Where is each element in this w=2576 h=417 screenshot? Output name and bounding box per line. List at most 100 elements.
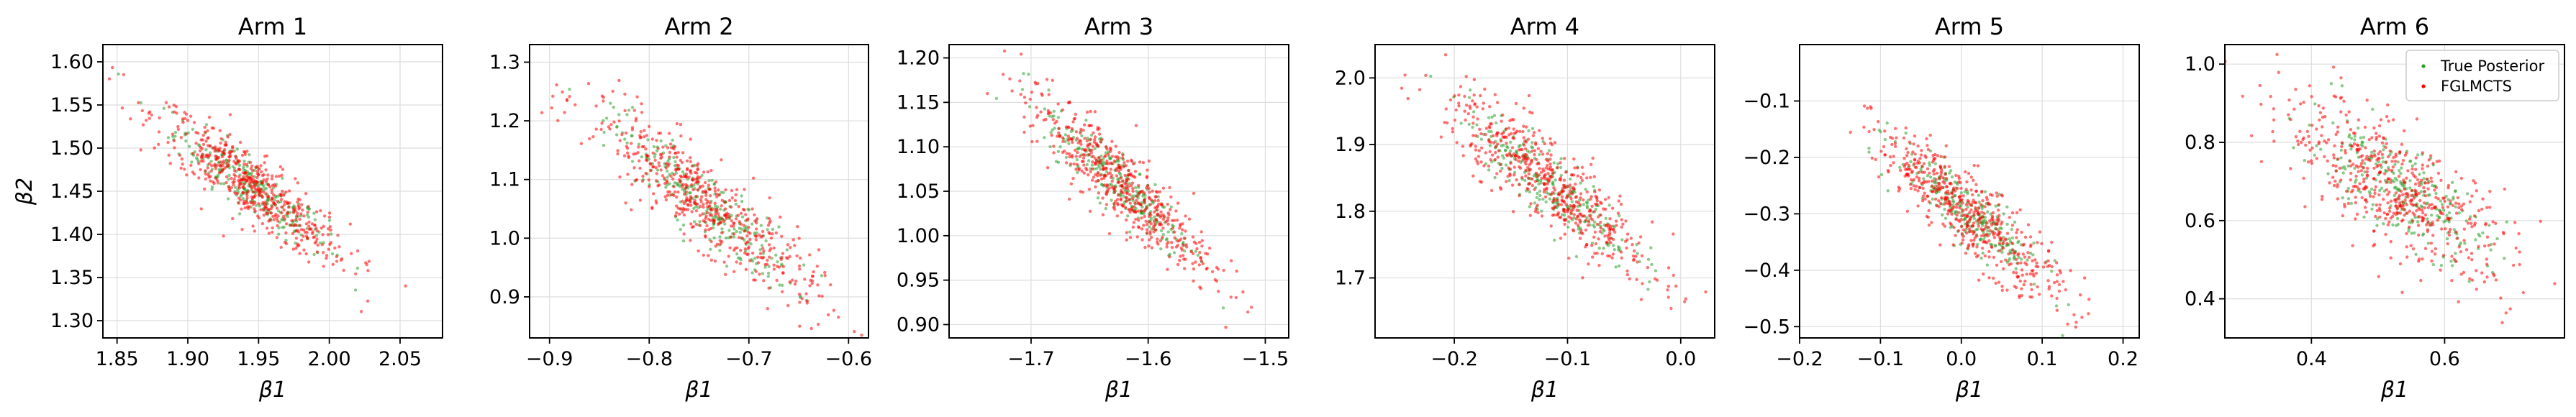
true-posterior-point [2392, 180, 2396, 183]
fglmcts-point [1056, 134, 1059, 138]
fglmcts-point [1555, 214, 1559, 217]
fglmcts-point [355, 249, 360, 253]
fglmcts-point [2499, 296, 2503, 300]
fglmcts-point [107, 77, 112, 81]
fglmcts-point [2366, 166, 2369, 170]
fglmcts-point [1137, 219, 1140, 222]
true-posterior-point [676, 218, 679, 222]
fglmcts-point [1924, 155, 1928, 159]
fglmcts-point [1920, 149, 1923, 152]
fglmcts-point [327, 227, 330, 231]
fglmcts-point [2413, 182, 2418, 186]
fglmcts-point [2423, 247, 2428, 250]
fglmcts-point [1171, 226, 1175, 230]
fglmcts-point [286, 201, 290, 206]
true-posterior-point [750, 271, 754, 275]
fglmcts-point [733, 198, 738, 203]
true-posterior-point [1909, 160, 1913, 163]
fglmcts-point [2087, 312, 2090, 316]
fglmcts-point [333, 246, 337, 250]
fglmcts-point [1224, 326, 1228, 329]
fglmcts-point [2055, 308, 2059, 312]
fglmcts-point [286, 211, 289, 215]
fglmcts-point [2364, 146, 2367, 150]
fglmcts-point [1990, 193, 1994, 197]
fglmcts-point [1471, 99, 1474, 103]
fglmcts-point [1613, 230, 1617, 234]
fglmcts-point [1192, 267, 1196, 271]
fglmcts-point [325, 256, 328, 260]
fglmcts-point [1965, 224, 1969, 228]
fglmcts-point [1916, 189, 1920, 193]
fglmcts-point [788, 280, 792, 284]
fglmcts-point [139, 148, 142, 152]
fglmcts-point [1085, 110, 1089, 114]
fglmcts-point [2384, 145, 2387, 150]
fglmcts-point [2373, 191, 2377, 196]
true-posterior-point [1541, 197, 1545, 201]
fglmcts-point [1641, 282, 1644, 285]
fglmcts-point [1525, 187, 1529, 191]
fglmcts-point [2473, 181, 2477, 185]
fglmcts-point [1178, 259, 1182, 262]
true-posterior-point [2437, 216, 2441, 220]
true-posterior-point [778, 283, 781, 287]
fglmcts-point [1895, 136, 1898, 139]
fglmcts-point [1115, 174, 1119, 178]
fglmcts-point [199, 159, 203, 163]
fglmcts-point [2026, 251, 2030, 255]
fglmcts-point [1950, 191, 1954, 196]
fglmcts-point [1532, 131, 1536, 134]
fglmcts-point [2414, 203, 2418, 207]
fglmcts-point [2344, 151, 2347, 155]
fglmcts-point [873, 346, 876, 349]
fglmcts-point [2333, 144, 2336, 147]
true-posterior-point [2396, 160, 2400, 164]
fglmcts-point [607, 125, 611, 129]
fglmcts-point [2382, 172, 2387, 175]
fglmcts-point [294, 177, 297, 180]
fglmcts-point [2087, 298, 2091, 301]
fglmcts-point [242, 202, 246, 206]
fglmcts-point [228, 132, 232, 137]
fglmcts-point [300, 203, 304, 206]
y-tick-label: 1.55 [50, 94, 94, 116]
true-posterior-point [718, 235, 722, 239]
fglmcts-point [1517, 155, 1520, 159]
fglmcts-point [275, 206, 279, 210]
fglmcts-point [2385, 188, 2388, 192]
fglmcts-point [1905, 147, 1908, 151]
true-posterior-point [242, 168, 245, 171]
fglmcts-point [263, 161, 266, 165]
fglmcts-point [1161, 236, 1164, 239]
fglmcts-point [2502, 232, 2505, 236]
fglmcts-point [1178, 224, 1182, 228]
fglmcts-point [2518, 250, 2521, 254]
fglmcts-point [1567, 256, 1571, 260]
true-posterior-point [1879, 173, 1884, 177]
fglmcts-point [1474, 134, 1478, 137]
fglmcts-point [1476, 117, 1479, 121]
fglmcts-point [669, 146, 674, 150]
true-posterior-point [2487, 224, 2491, 227]
fglmcts-point [2354, 174, 2358, 178]
fglmcts-point [1556, 211, 1561, 215]
fglmcts-point [1087, 173, 1090, 177]
fglmcts-point [2431, 223, 2435, 226]
fglmcts-point [2007, 252, 2010, 256]
fglmcts-point [682, 201, 686, 206]
fglmcts-point [2439, 268, 2442, 272]
fglmcts-point [1631, 254, 1636, 258]
fglmcts-point [733, 270, 736, 273]
fglmcts-point [2332, 183, 2336, 188]
fglmcts-point [1991, 211, 1995, 215]
fglmcts-point [2315, 127, 2318, 131]
fglmcts-point [1584, 243, 1589, 247]
fglmcts-point [704, 198, 708, 201]
true-posterior-point [760, 244, 764, 247]
fglmcts-point [2402, 129, 2406, 133]
fglmcts-point [1116, 180, 1120, 185]
true-posterior-point [1134, 185, 1138, 190]
fglmcts-point [1110, 139, 1114, 143]
fglmcts-point [1666, 295, 1670, 299]
